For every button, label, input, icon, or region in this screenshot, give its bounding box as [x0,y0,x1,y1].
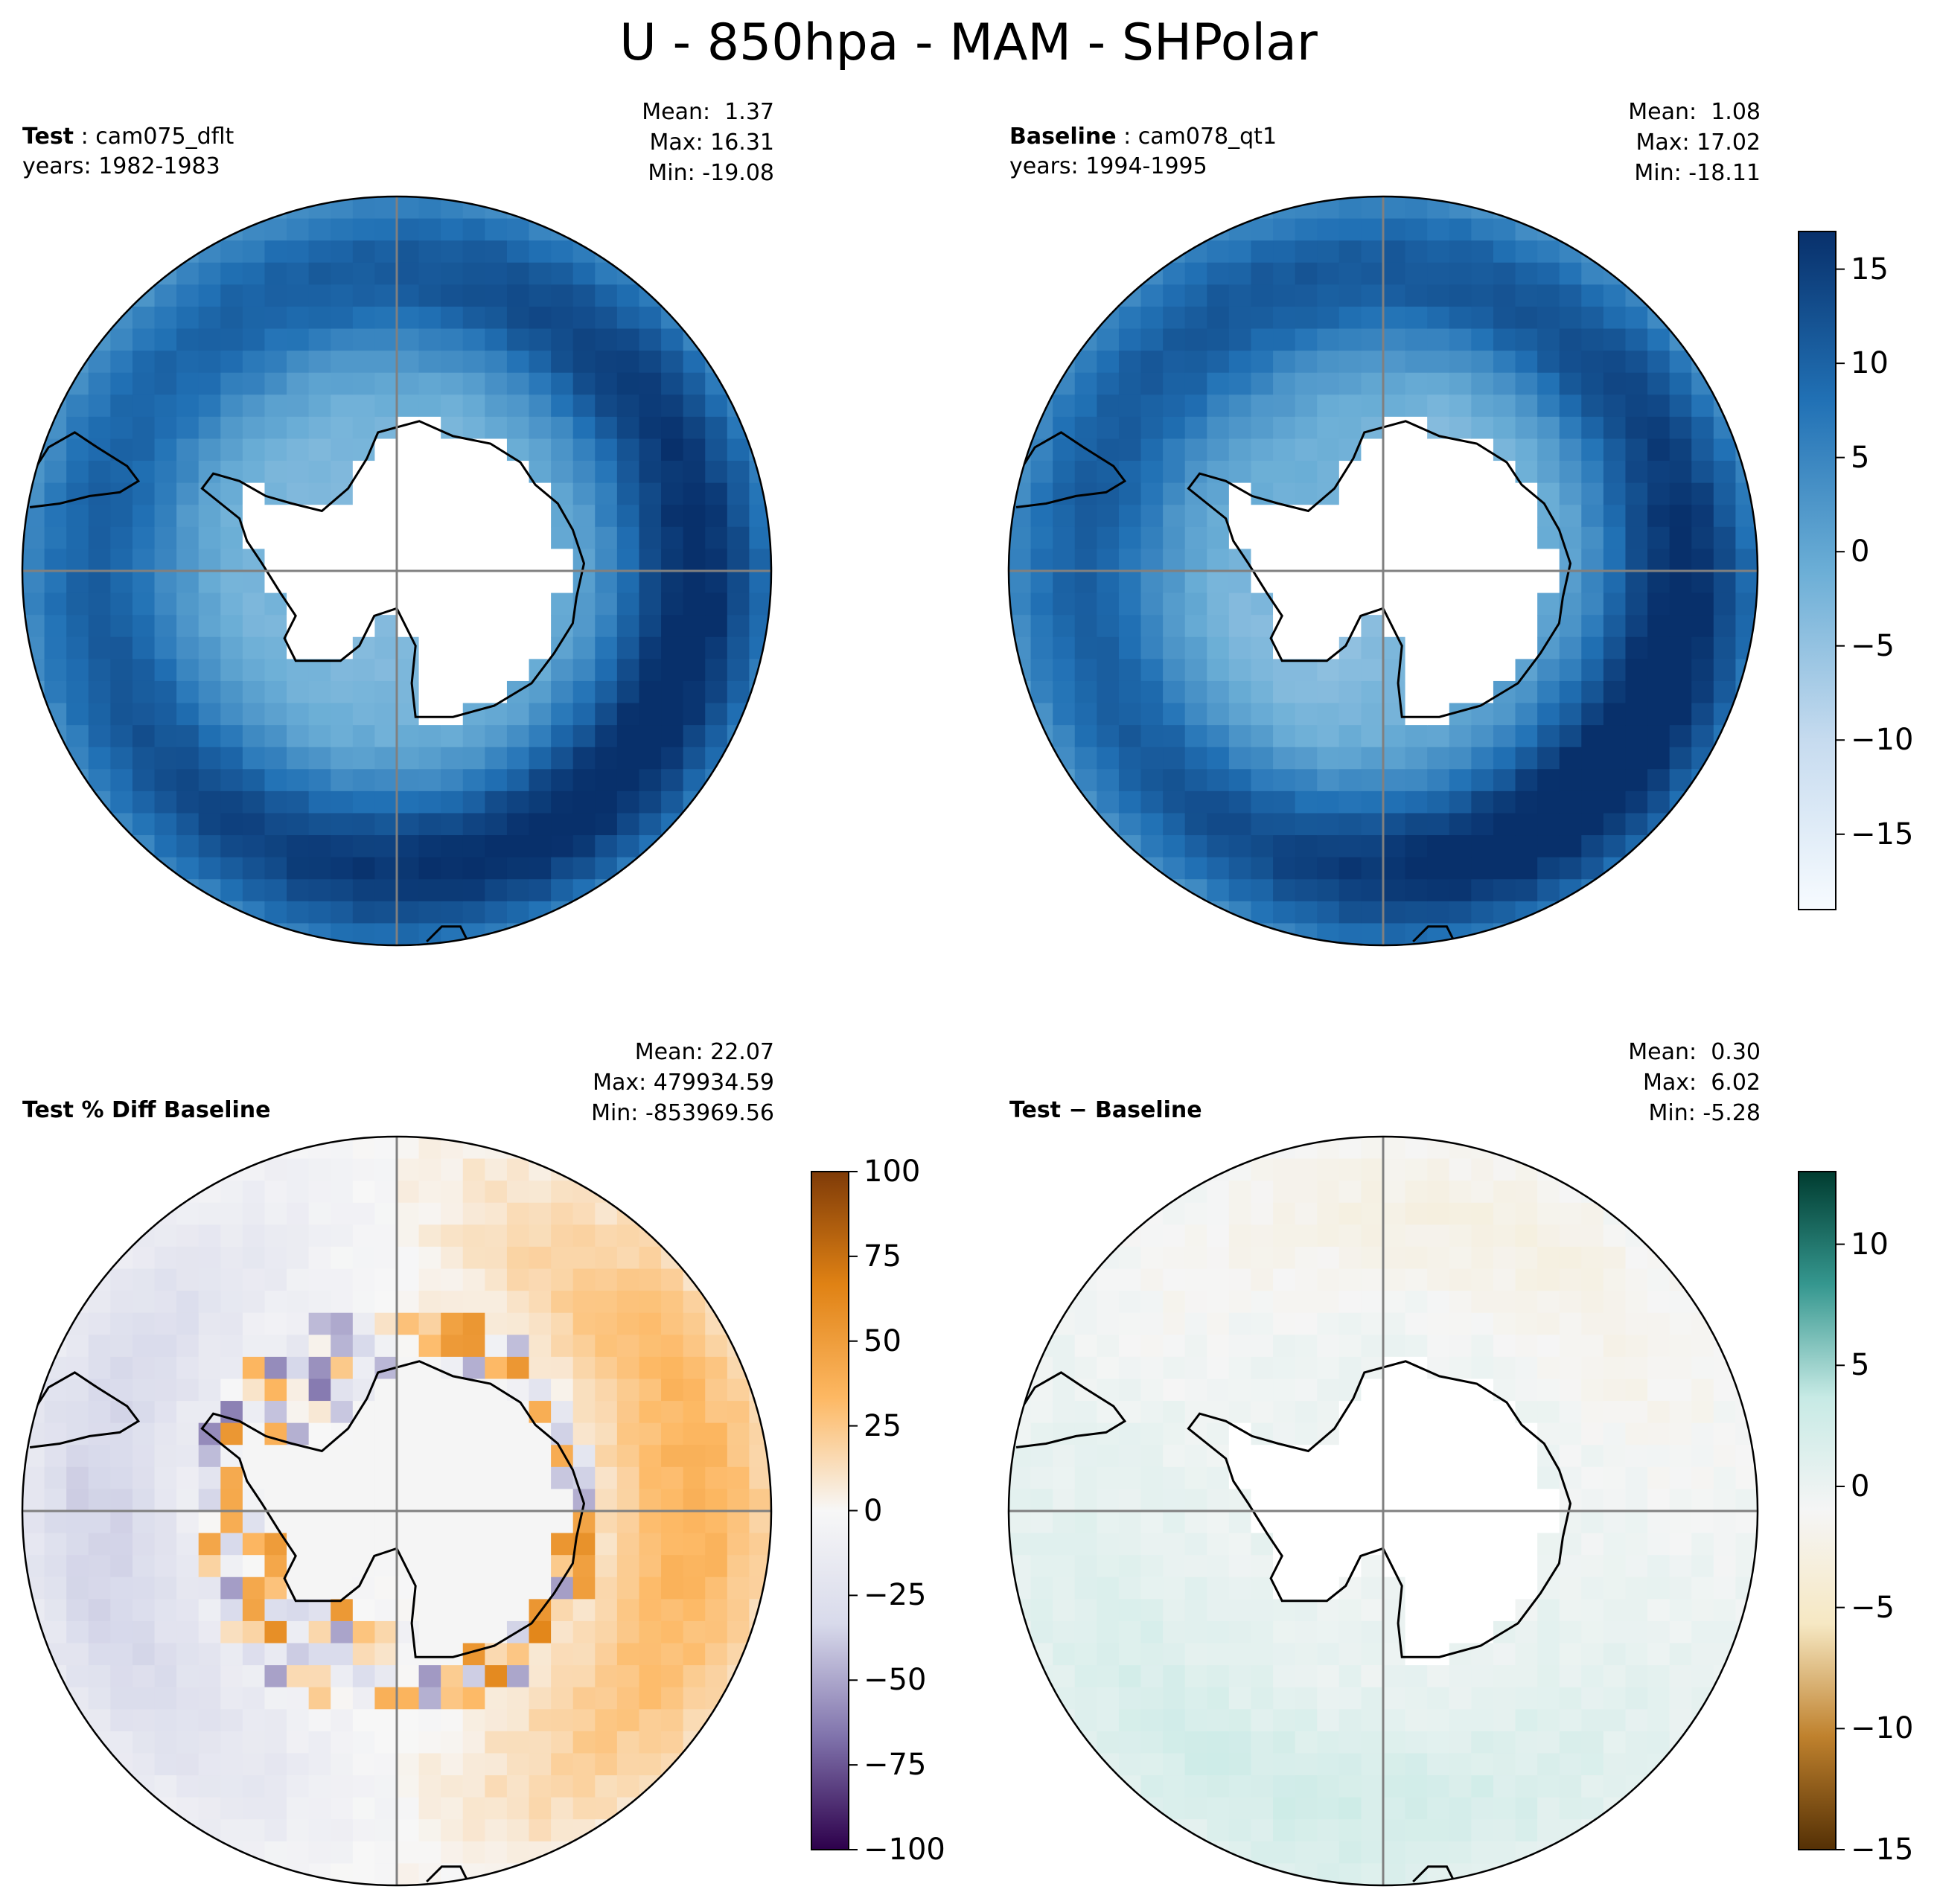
label-baseline-bold: Baseline [1009,124,1117,150]
map-panel-test [21,195,773,947]
coastline [22,420,586,943]
stats-test: Mean: 1.37 Max: 16.31 Min: -19.08 [642,97,774,188]
stat-mean: Mean: 0.30 [1628,1039,1761,1065]
map-boundary [1007,1135,1759,1887]
field-grid [1009,197,1758,945]
colorbar-tick-label: 75 [864,1239,902,1274]
stat-min: Min: -853969.56 [591,1100,774,1126]
colorbar-tick-label: −100 [864,1833,945,1867]
map-panel-baseline [1007,195,1759,947]
map-panel-percent-diff [21,1135,773,1887]
colorbar-percent-diff [811,1171,849,1850]
colorbar-tick-label: 10 [1851,346,1889,381]
stat-max: Max: 6.02 [1643,1070,1761,1096]
stats-percent-diff: Mean: 22.07 Max: 479934.59 Min: -853969.… [591,1037,774,1128]
label-diff-bold: Test − Baseline [1009,1097,1202,1123]
coastline [22,1360,586,1883]
panel-label-percent-diff: Test % Diff Baseline [22,1096,271,1125]
label-baseline-years: years: 1994-1995 [1009,153,1207,179]
colorbar-tick-label: 15 [1851,252,1889,287]
stat-mean: Mean: 1.08 [1628,99,1761,125]
map-boundary [21,1135,773,1887]
colorbar-tick-label: −10 [1851,723,1914,758]
colorbar-tick-label: −5 [1851,628,1895,663]
colorbar-tick-label: −25 [864,1578,927,1613]
panel-label-test: Test : cam075_dflt years: 1982-1983 [22,122,234,182]
stat-min: Min: -5.28 [1648,1100,1761,1126]
stat-min: Min: -18.11 [1634,160,1761,186]
colorbar-tick-label: 100 [864,1154,921,1189]
colorbar-tick-label: −10 [1851,1711,1914,1746]
label-test-sep: : [74,124,96,150]
colorbar-tick-label: 5 [1851,440,1870,475]
colorbar-tick-label: −50 [864,1663,927,1698]
colorbar-tick-label: 5 [1851,1348,1870,1383]
colorbar-difference [1798,1171,1837,1850]
colorbar-tick-label: −75 [864,1748,927,1783]
map-panel-difference [1007,1135,1759,1887]
colorbar-tick-label: 0 [864,1493,883,1528]
stats-baseline: Mean: 1.08 Max: 17.02 Min: -18.11 [1628,97,1761,188]
colorbar-tick-label: 0 [1851,534,1870,569]
stats-difference: Mean: 0.30 Max: 6.02 Min: -5.28 [1628,1037,1761,1128]
colorbar-tick-label: 50 [864,1323,902,1358]
coastline [1009,1360,1572,1883]
colorbar-tick-label: −5 [1851,1590,1895,1625]
map-boundary [1007,195,1759,947]
stat-max: Max: 16.31 [649,130,774,156]
map-boundary [21,195,773,947]
label-baseline-sep: : [1116,124,1138,150]
colorbar-tick-label: 25 [864,1408,902,1443]
label-baseline-case: cam078_qt1 [1137,124,1277,150]
label-test-case: cam075_dflt [95,124,234,150]
field-grid [22,1137,771,1885]
figure-title: U - 850hpa - MAM - SHPolar [619,13,1318,72]
stat-max: Max: 479934.59 [593,1070,774,1096]
colorbar-tick-label: −15 [1851,1833,1914,1867]
colorbar-tick-label: 10 [1851,1227,1889,1262]
colorbar-main [1798,231,1837,910]
colorbar-tick-label: −15 [1851,817,1914,852]
label-pct-bold: Test % Diff Baseline [22,1097,271,1123]
stat-mean: Mean: 22.07 [634,1039,774,1065]
label-test-years: years: 1982-1983 [22,153,220,179]
panel-label-difference: Test − Baseline [1009,1096,1202,1125]
colorbar-tick-label: 0 [1851,1469,1870,1504]
coastline [1009,420,1572,943]
label-test-bold: Test [22,124,74,150]
stat-max: Max: 17.02 [1636,130,1761,156]
panel-label-baseline: Baseline : cam078_qt1 years: 1994-1995 [1009,122,1277,182]
stat-min: Min: -19.08 [648,160,774,186]
stat-mean: Mean: 1.37 [642,99,774,125]
